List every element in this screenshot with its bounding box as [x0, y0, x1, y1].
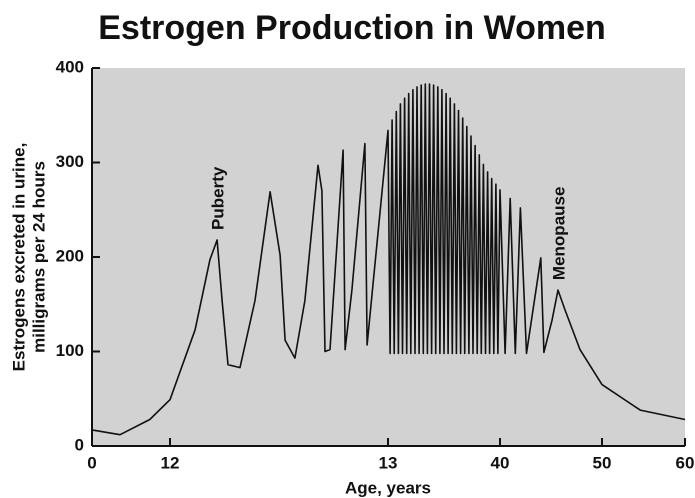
x-axis-label: Age, years	[345, 478, 431, 497]
y-axis-label: milligrams per 24 hours	[29, 161, 48, 353]
y-tick-label: 0	[75, 435, 84, 454]
chart-title: Estrogen Production in Women	[98, 9, 606, 47]
x-tick-label: 13	[379, 453, 398, 472]
x-tick-label: 60	[676, 453, 695, 472]
annotation: Menopause	[550, 187, 569, 281]
y-axis-label: Estrogens excreted in urine,	[9, 143, 28, 372]
y-tick-label: 400	[56, 57, 84, 76]
x-tick-label: 40	[491, 453, 510, 472]
data-line	[91, 83, 686, 436]
x-tick-label: 50	[593, 453, 612, 472]
x-tick-label: 12	[161, 453, 180, 472]
y-tick-label: 300	[56, 152, 84, 171]
y-tick-label: 100	[56, 341, 84, 360]
annotation: Puberty	[209, 166, 228, 230]
x-tick-label: 0	[87, 453, 96, 472]
y-tick-label: 200	[56, 246, 84, 265]
